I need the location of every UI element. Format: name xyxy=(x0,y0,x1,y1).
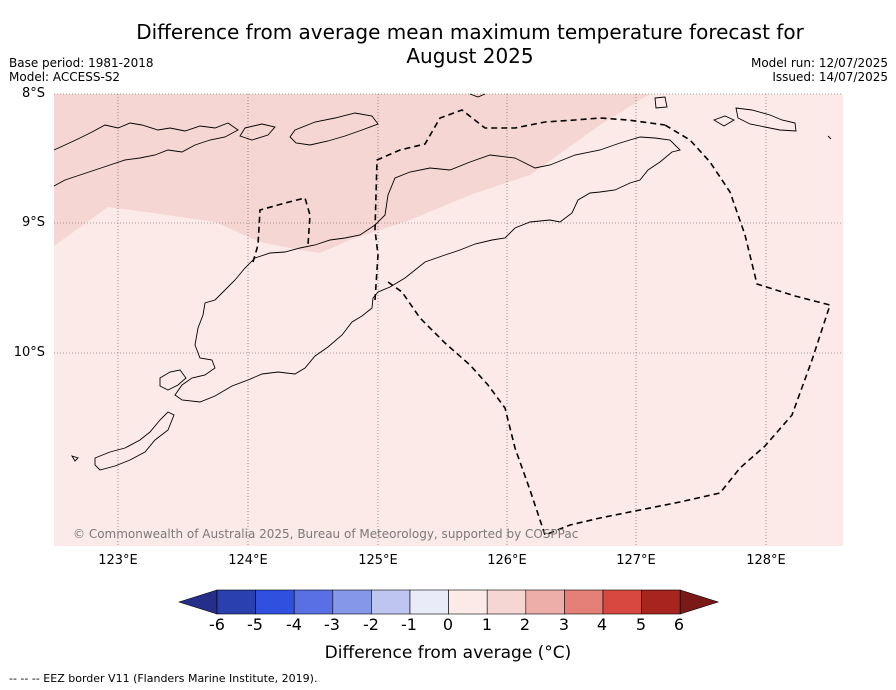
lat-label-8s: 8°S xyxy=(21,86,45,101)
chart-title-line-2: August 2025 xyxy=(406,44,534,68)
lat-label-10s: 10°S xyxy=(13,345,45,360)
lat-label-9s: 9°S xyxy=(21,215,45,230)
colorbar-bin xyxy=(332,589,372,615)
model-text: Model: ACCESS-S2 xyxy=(9,70,121,84)
base-period-text: Base period: 1981-2018 xyxy=(9,56,154,70)
chart-title: Difference from average mean maximum tem… xyxy=(70,20,870,68)
map-panel xyxy=(53,93,843,546)
coastline-rote-island xyxy=(94,411,175,471)
colorbar-bin xyxy=(293,589,334,615)
copyright-text: © Commonwealth of Australia 2025, Bureau… xyxy=(73,527,579,541)
lon-label-124e: 124°E xyxy=(228,553,268,568)
anomaly-region-1-to-2 xyxy=(54,94,650,253)
colorbar-tick: 5 xyxy=(635,615,647,634)
colorbar-tick: 4 xyxy=(596,615,608,634)
colorbar-tick: 6 xyxy=(673,615,685,634)
coastline-timor xyxy=(174,136,681,403)
coastline-romang xyxy=(712,115,735,127)
colorbar-bin xyxy=(486,589,527,615)
colorbar-bin xyxy=(525,589,565,615)
coastline-islet-east xyxy=(827,135,832,140)
coastline-lembata xyxy=(239,123,276,141)
eez-border-north xyxy=(252,109,666,301)
lon-label-128e: 128°E xyxy=(746,553,786,568)
colorbar-bin xyxy=(448,589,488,615)
issued-text: Issued: 14/07/2025 xyxy=(772,70,888,84)
colorbar-title: Difference from average (°C) xyxy=(324,643,572,663)
coastline-ndao-island xyxy=(70,455,79,462)
coastline-semau-island xyxy=(159,369,187,391)
model-run-text: Model run: 12/07/2025 xyxy=(750,56,888,70)
colorbar-tick: -3 xyxy=(324,615,340,634)
colorbar-tick: 1 xyxy=(481,615,493,634)
colorbar-bin xyxy=(641,589,681,615)
coastline-pantar-alor xyxy=(289,112,379,146)
colorbar-bin xyxy=(409,589,449,615)
coastline-wetar xyxy=(654,96,668,109)
colorbar-tick: 2 xyxy=(519,615,531,634)
gridlines xyxy=(54,93,843,546)
colorbar-bin xyxy=(371,589,411,615)
colorbar-tick: 0 xyxy=(442,615,454,634)
colorbar-bin xyxy=(216,589,256,615)
colorbar-tick: -4 xyxy=(286,615,302,634)
colorbar-tick: -5 xyxy=(247,615,263,634)
lon-label-125e: 125°E xyxy=(358,553,398,568)
eez-border-footnote: -- -- -- EEZ border V11 (Flanders Marine… xyxy=(9,672,318,685)
eez-borders xyxy=(252,109,832,537)
colorbar-bin xyxy=(602,589,642,615)
colorbar-tick: -2 xyxy=(363,615,379,634)
colorbar-tick: 3 xyxy=(558,615,570,634)
meta-right: Model run: 12/07/2025 Issued: 14/07/2025 xyxy=(751,56,888,84)
coastline-atauro xyxy=(469,93,486,98)
colorbar xyxy=(178,589,720,615)
colorbar-bin xyxy=(255,589,295,615)
coastline-damar xyxy=(735,107,797,132)
coastlines xyxy=(53,93,832,471)
eez-border-south xyxy=(387,124,832,537)
chart-title-line-1: Difference from average mean maximum tem… xyxy=(136,20,804,44)
lon-label-126e: 126°E xyxy=(487,553,527,568)
colorbar-extend-max xyxy=(679,589,720,615)
coastline-flores-solor xyxy=(53,122,239,187)
colorbar-bin xyxy=(564,589,604,615)
meta-left: Base period: 1981-2018 Model: ACCESS-S2 xyxy=(9,56,154,84)
colorbar-tick: -1 xyxy=(401,615,417,634)
colorbar-tick: -6 xyxy=(209,615,225,634)
colorbar-extend-min xyxy=(178,589,218,615)
lon-label-123e: 123°E xyxy=(98,553,138,568)
lon-label-127e: 127°E xyxy=(616,553,656,568)
